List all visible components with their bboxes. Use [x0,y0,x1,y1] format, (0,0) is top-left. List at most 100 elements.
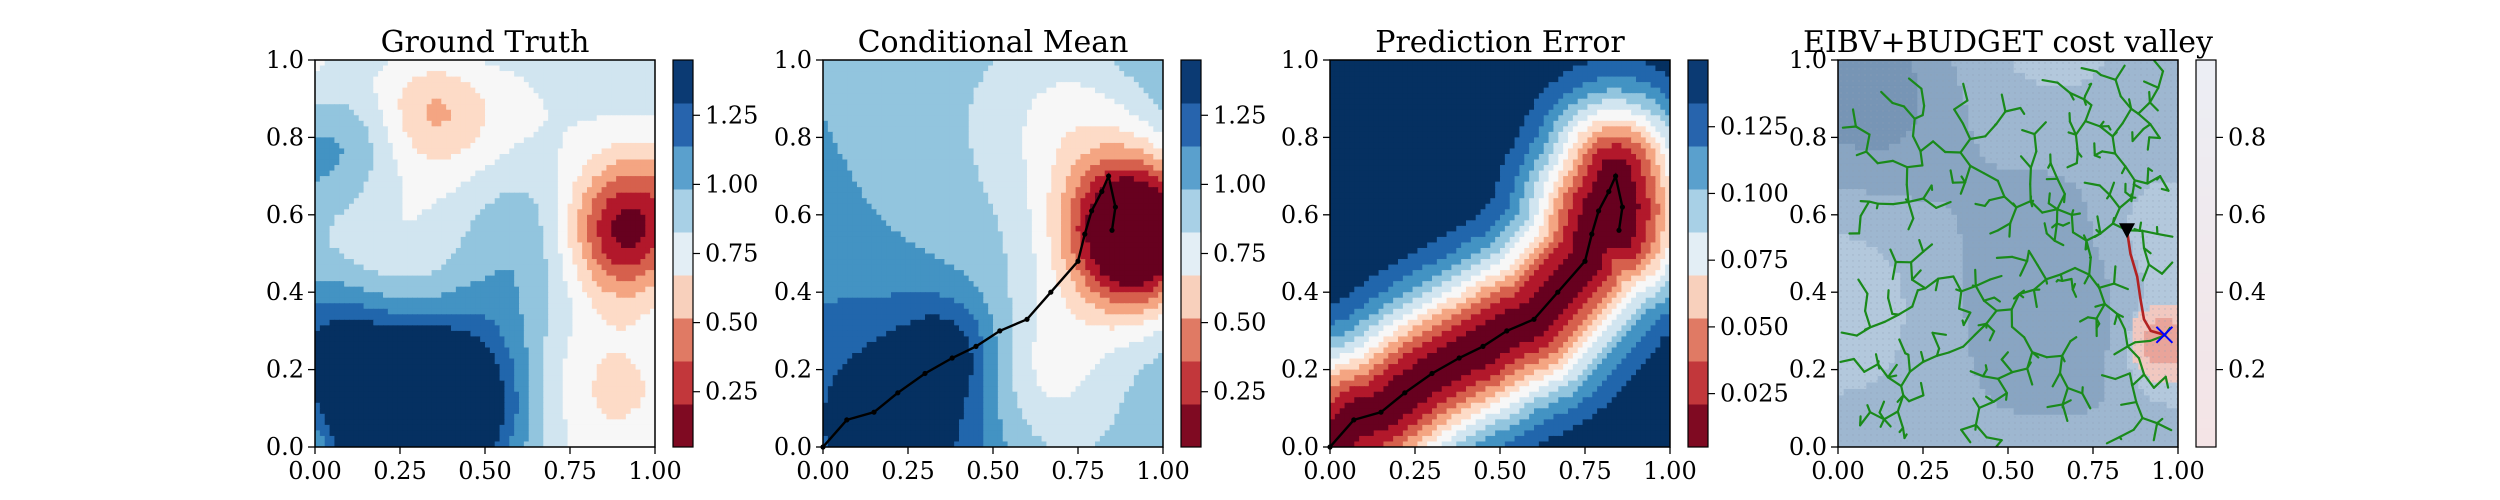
heatmap-cell [528,369,535,376]
heatmap-cell [334,65,340,72]
heatmap-cell [412,347,418,354]
heatmap-cell [601,264,608,271]
heatmap-cell [324,137,331,144]
heatmap-cell [489,270,496,277]
heatmap-cell [621,126,627,133]
heatmap-cell [640,402,646,409]
heatmap-cell [446,176,452,183]
heatmap-cell [587,225,593,232]
heatmap-cell [451,413,457,420]
heatmap-cell [358,308,365,315]
heatmap-cell [441,314,447,321]
heatmap-cell [397,303,404,310]
heatmap-cell [407,231,413,238]
heatmap-cell [470,380,476,387]
heatmap-cell [363,281,370,288]
heatmap-cell [441,281,447,288]
heatmap-cell [412,198,418,205]
heatmap-cell [421,369,428,376]
heatmap-cell [455,153,462,161]
heatmap-cell [431,419,438,426]
heatmap-cell [470,98,476,105]
heatmap-cell [621,60,627,67]
heatmap-cell [523,358,530,365]
heatmap-cell [426,131,433,138]
heatmap-cell [577,104,583,111]
heatmap-cell [383,65,389,72]
heatmap-cell [339,259,345,266]
heatmap-cell [392,364,399,371]
heatmap-cell [616,353,622,360]
heatmap-cell [397,209,404,216]
heatmap-cell [606,347,612,354]
heatmap-cell [465,430,472,437]
heatmap-cell [533,402,540,409]
heatmap-cell [383,375,389,382]
heatmap-cell [504,220,510,227]
heatmap-cell [363,65,370,72]
heatmap-cell [344,209,350,216]
heatmap-cell [635,242,642,249]
heatmap-cell [591,441,598,447]
heatmap-cell [431,413,438,420]
heatmap-cell [349,60,355,67]
heatmap-cell [412,308,418,315]
heatmap-cell [465,153,472,161]
heatmap-cell [533,165,540,172]
heatmap-cell [475,441,481,447]
heatmap-cell [387,76,394,83]
heatmap-cell [407,247,413,255]
heatmap-cell [587,93,593,100]
heatmap-cell [514,358,520,365]
heatmap-cell [485,319,491,326]
heatmap-cell [402,192,408,199]
heatmap-cell [373,220,379,227]
heatmap-cell [616,242,622,249]
heatmap-cell [460,325,467,332]
heatmap-cell [451,303,457,310]
heatmap-cell [455,159,462,166]
heatmap-cell [436,336,442,343]
heatmap-cell [635,153,642,161]
heatmap-cell [562,292,569,299]
heatmap-cell [606,126,612,133]
heatmap-cell [315,402,321,409]
heatmap-cell [397,60,404,67]
heatmap-cell [368,214,374,221]
heatmap-cell [446,71,452,78]
heatmap-cell [528,220,535,227]
heatmap-cell [514,386,520,393]
heatmap-cell [601,259,608,266]
heatmap-cell [553,98,559,105]
heatmap-cell [582,303,588,310]
subplot-title: Conditional Mean [858,25,1129,60]
heatmap-cell [407,87,413,94]
heatmap-cell [407,402,413,409]
heatmap-cell [402,297,408,304]
heatmap-cell [319,303,326,310]
heatmap-cell [378,120,384,127]
heatmap-cell [397,308,404,315]
heatmap-cell [368,353,374,360]
heatmap-cell [640,71,646,78]
heatmap-cell [538,93,544,100]
heatmap-cell [645,120,651,127]
heatmap-cell [349,419,355,426]
heatmap-cell [426,231,433,238]
heatmap-cell [572,435,578,443]
heatmap-cell [392,214,399,221]
heatmap-cell [451,153,457,161]
heatmap-cell [334,137,340,144]
heatmap-cell [528,225,535,232]
heatmap-cell [363,142,370,150]
heatmap-cell [499,187,506,194]
heatmap-cell [358,341,365,349]
heatmap-cell [601,303,608,310]
heatmap-cell [645,369,651,376]
heatmap-cell [431,242,438,249]
heatmap-cell [562,181,569,188]
heatmap-cell [548,93,554,100]
heatmap-cell [431,137,438,144]
heatmap-cell [625,131,632,138]
heatmap-cell [378,330,384,338]
